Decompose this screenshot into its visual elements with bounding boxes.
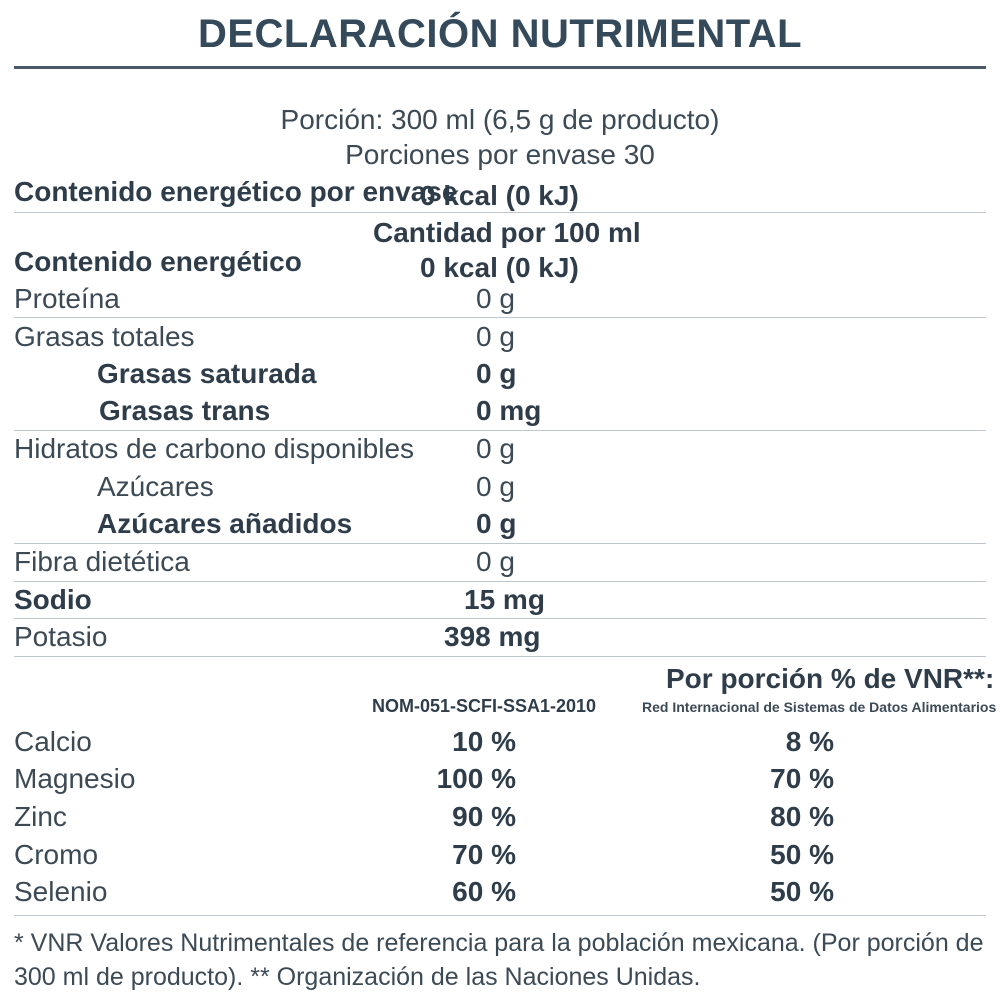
nutrient-value: 0 g	[476, 358, 517, 389]
vnr-row-label: Zinc	[14, 801, 67, 832]
nutrient-value: 0 mg	[476, 395, 542, 426]
serving-portion: Porción: 300 ml (6,5 g de producto)	[280, 104, 720, 135]
title-divider	[14, 66, 986, 69]
row-divider	[14, 430, 986, 431]
nutrient-label: Potasio	[14, 621, 108, 652]
vnr-row-label: Calcio	[14, 726, 92, 757]
nutrient-value: 0 g	[476, 471, 515, 502]
nutrient-value: 0 g	[476, 433, 515, 464]
row-divider	[14, 317, 986, 318]
per-100-header: Cantidad por 100 ml	[373, 217, 641, 248]
vnr-row-label: Cromo	[14, 839, 99, 870]
vnr-row-v1: 60 %	[452, 876, 516, 907]
row-divider	[14, 618, 986, 619]
vnr-row-v2: 8 %	[785, 726, 834, 757]
nutrient-label: Proteína	[14, 283, 120, 314]
vnr-header: Por porción % de VNR**:	[666, 663, 995, 694]
vnr-row-label: Magnesio	[14, 763, 136, 794]
row-divider	[14, 543, 986, 544]
nutrient-label: Grasas totales	[14, 321, 195, 352]
vnr-row-v1: 70 %	[452, 839, 516, 870]
vnr-row-v2: 50 %	[770, 839, 834, 870]
vnr-row-v2: 80 %	[770, 801, 834, 832]
vnr-row-v1: 10 %	[452, 726, 516, 757]
nutrient-value: 0 g	[476, 546, 515, 577]
vnr-col2-header: Red Internacional de Sistemas de Datos A…	[642, 699, 997, 715]
vnr-row-v2: 50 %	[770, 876, 834, 907]
nutrient-value: 0 g	[476, 321, 515, 352]
nutrient-label: Hidratos de carbono disponibles	[14, 433, 415, 464]
page-title: DECLARACIÓN NUTRIMENTAL	[197, 12, 803, 56]
servings-per-container: Porciones por envase 30	[345, 139, 655, 170]
energy-100-label: Contenido energético	[14, 246, 302, 277]
nutrient-label: Grasas trans	[99, 395, 271, 426]
vnr-row-label: Selenio	[14, 876, 108, 907]
row-divider	[14, 915, 986, 916]
nutrient-label: Fibra dietética	[14, 546, 190, 577]
nutrient-value: 0 g	[476, 508, 517, 539]
vnr-row-v1: 90 %	[452, 801, 516, 832]
nutrient-label: Azúcares añadidos	[97, 508, 353, 539]
nutrient-label: Grasas saturada	[97, 358, 317, 389]
energy-100-value: 0 kcal (0 kJ)	[420, 252, 579, 283]
vnr-row-v2: 70 %	[770, 763, 834, 794]
energy-container-value: 0 kcal (0 kJ)	[420, 180, 579, 211]
nutrient-label: Sodio	[14, 584, 92, 615]
vnr-row-v1: 100 %	[436, 763, 516, 794]
row-divider	[14, 656, 986, 657]
footnote: * VNR Valores Nutrimentales de referenci…	[14, 929, 984, 991]
nutrient-label: Azúcares	[97, 471, 214, 502]
nutrient-value: 15 mg	[464, 584, 545, 615]
row-divider	[14, 212, 986, 213]
vnr-col1-header: NOM-051-SCFI-SSA1-2010	[372, 696, 597, 716]
energy-container-label: Contenido energético por envase	[14, 176, 458, 207]
nutrient-value: 0 g	[476, 283, 515, 314]
row-divider	[14, 581, 986, 582]
nutrient-value: 398 mg	[444, 621, 541, 652]
